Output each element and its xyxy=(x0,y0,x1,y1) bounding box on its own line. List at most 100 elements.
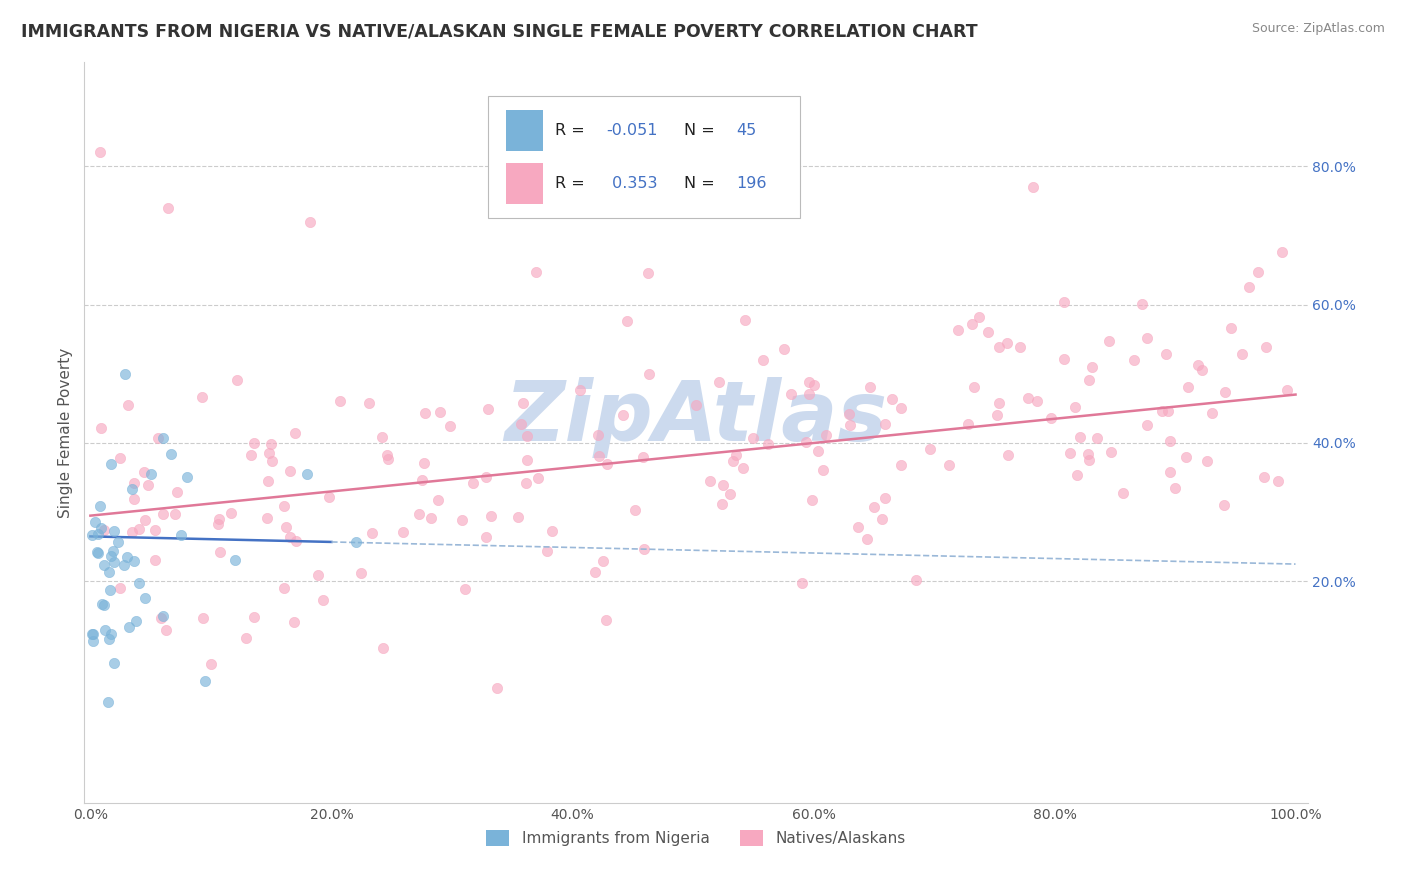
Point xyxy=(298,214,321,228)
Point xyxy=(112,558,135,572)
Point xyxy=(1136,331,1159,345)
Point xyxy=(134,513,156,527)
Point xyxy=(157,201,180,215)
Point xyxy=(283,615,305,630)
Point xyxy=(863,500,886,515)
Point xyxy=(413,456,436,470)
Point xyxy=(873,491,896,505)
Point xyxy=(612,409,634,423)
Point xyxy=(1123,353,1146,368)
Point xyxy=(90,421,112,435)
Point xyxy=(225,373,247,387)
Point xyxy=(94,623,117,637)
Point xyxy=(143,553,166,567)
Point xyxy=(307,568,329,582)
Point xyxy=(1246,265,1268,279)
Point xyxy=(870,512,893,526)
Point xyxy=(1159,434,1181,448)
Point xyxy=(163,507,186,521)
Point xyxy=(846,520,869,534)
Point xyxy=(209,545,232,559)
Point xyxy=(1022,180,1045,194)
Point xyxy=(637,266,659,280)
Point xyxy=(344,534,367,549)
Point xyxy=(284,533,307,548)
Point xyxy=(631,450,654,465)
Point xyxy=(512,395,534,409)
Point xyxy=(87,546,110,560)
Point xyxy=(224,553,246,567)
Point xyxy=(235,631,257,645)
Point xyxy=(1163,481,1185,495)
Point xyxy=(375,448,398,462)
Point xyxy=(1219,321,1241,335)
Point xyxy=(583,565,606,579)
Point xyxy=(474,530,496,544)
Point xyxy=(515,476,537,491)
Bar xyxy=(506,163,543,203)
Point xyxy=(1053,351,1076,366)
Point xyxy=(143,523,166,537)
Point xyxy=(98,582,121,597)
Point xyxy=(510,417,533,432)
Point xyxy=(124,554,146,568)
Point xyxy=(107,534,129,549)
Point xyxy=(166,485,188,500)
Point xyxy=(89,499,111,513)
Point xyxy=(392,524,415,539)
Text: N =: N = xyxy=(683,123,720,138)
Point xyxy=(103,656,125,670)
Point xyxy=(1064,401,1087,415)
Point xyxy=(1275,384,1298,398)
Point xyxy=(454,582,477,596)
Point xyxy=(1191,363,1213,377)
Point xyxy=(132,465,155,479)
Point xyxy=(121,482,143,496)
Point xyxy=(711,497,734,511)
Point xyxy=(240,448,263,462)
Point xyxy=(82,634,104,648)
Point xyxy=(882,392,904,406)
Point xyxy=(633,541,655,556)
Point xyxy=(967,310,990,325)
Text: IMMIGRANTS FROM NIGERIA VS NATIVE/ALASKAN SINGLE FEMALE POVERTY CORRELATION CHAR: IMMIGRANTS FROM NIGERIA VS NATIVE/ALASKA… xyxy=(21,22,977,40)
Point xyxy=(100,458,122,472)
Point xyxy=(176,470,198,484)
Point xyxy=(987,340,1010,354)
Point xyxy=(329,394,352,409)
Point xyxy=(117,398,139,412)
Point xyxy=(1026,394,1049,409)
Point xyxy=(813,463,835,477)
Point xyxy=(1157,404,1180,418)
Point xyxy=(97,565,120,579)
Point xyxy=(243,610,266,624)
FancyBboxPatch shape xyxy=(488,95,800,218)
Point xyxy=(350,566,373,580)
Point xyxy=(152,609,174,624)
Point xyxy=(297,467,319,481)
Point xyxy=(128,576,150,591)
Point xyxy=(946,323,969,337)
Point xyxy=(83,516,105,530)
Point xyxy=(516,429,538,443)
Point xyxy=(986,409,1008,423)
Point xyxy=(995,335,1018,350)
Point xyxy=(541,524,564,538)
Point xyxy=(859,380,882,394)
Point xyxy=(711,478,734,492)
Point xyxy=(408,507,430,521)
Point xyxy=(90,597,112,611)
Legend: Immigrants from Nigeria, Natives/Alaskans: Immigrants from Nigeria, Natives/Alaskan… xyxy=(482,825,910,851)
Point xyxy=(463,475,485,490)
Point xyxy=(799,375,821,389)
Point xyxy=(1253,470,1275,484)
Point xyxy=(792,576,814,591)
Point xyxy=(128,522,150,536)
Point xyxy=(124,492,146,507)
Point xyxy=(1187,358,1209,372)
Point xyxy=(257,445,280,459)
Point xyxy=(1112,485,1135,500)
Point xyxy=(242,436,264,450)
Point xyxy=(477,401,499,416)
Point xyxy=(586,427,609,442)
